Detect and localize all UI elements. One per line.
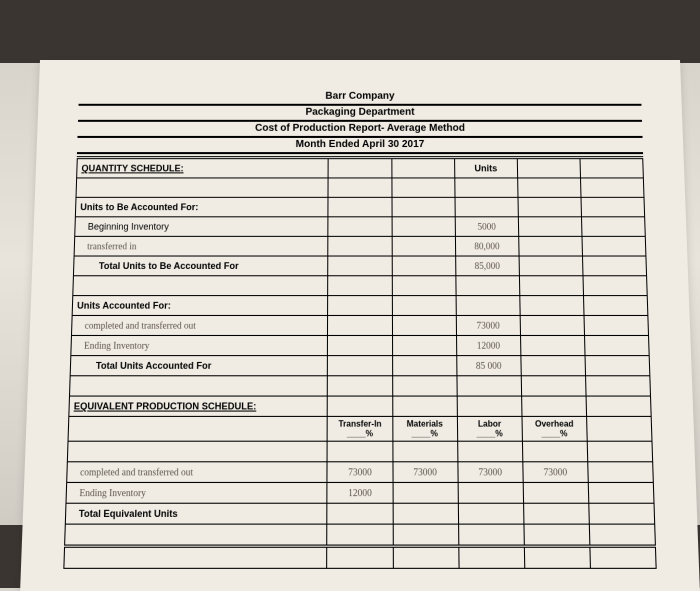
- report-header: Barr Company Packaging Department Cost o…: [77, 90, 643, 154]
- table-row: completed and transferred out 73000 7300…: [67, 462, 654, 483]
- table-row: Units Accounted For:: [72, 296, 648, 316]
- completed-out-label: completed and transferred out: [71, 315, 328, 335]
- equiv-row1-lab: 73000: [458, 462, 523, 483]
- units-accounted-head: Units Accounted For:: [72, 296, 328, 316]
- table-row: QUANTITY SCHEDULE: Units: [77, 158, 644, 178]
- table-row: Total Equivalent Units: [65, 503, 654, 524]
- equiv-row1-ti: 73000: [327, 462, 392, 483]
- total-equiv-label: Total Equivalent Units: [65, 503, 327, 524]
- table-row: [67, 441, 652, 462]
- ending-inv-label: Ending Inventory: [71, 335, 328, 355]
- equiv-row2-ti: 12000: [327, 482, 392, 503]
- table-row: Total Units Accounted For 85 000: [70, 356, 650, 376]
- completed-out-value: 73000: [456, 315, 520, 335]
- equiv-row2-mat: [393, 482, 458, 503]
- beginning-inventory-label: Beginning Inventory: [75, 217, 329, 237]
- col-overhead: Overhead____%: [522, 416, 587, 441]
- table-row: Beginning Inventory 5000: [75, 217, 646, 237]
- qty-schedule-title: QUANTITY SCHEDULE:: [77, 158, 329, 178]
- col-materials: Materials____%: [392, 416, 457, 441]
- department-name: Packaging Department: [78, 106, 642, 122]
- beginning-inventory-value: 5000: [455, 217, 519, 237]
- table-row: EQUIVALENT PRODUCTION SCHEDULE:: [69, 396, 651, 416]
- table-row: Total Units to Be Accounted For 85,000: [73, 256, 646, 276]
- transferred-in-label: transferred in: [74, 236, 328, 256]
- total-to-account-label: Total Units to Be Accounted For: [73, 256, 328, 276]
- company-name: Barr Company: [78, 90, 641, 106]
- period-line: Month Ended April 30 2017: [77, 138, 643, 154]
- table-row: Units to Be Accounted For:: [75, 197, 644, 216]
- units-column-header: Units: [454, 158, 517, 178]
- equiv-row2-oh: [523, 482, 589, 503]
- table-row: [65, 524, 656, 546]
- col-transfer-in: Transfer-In____%: [328, 416, 393, 441]
- table-row: Transfer-In____% Materials____% Labor___…: [68, 416, 652, 441]
- equiv-row1-oh: 73000: [523, 462, 589, 483]
- table-row: [73, 276, 647, 296]
- transferred-in-value: 80,000: [455, 236, 519, 256]
- worksheet-paper: Barr Company Packaging Department Cost o…: [20, 60, 700, 591]
- total-to-account-value: 85,000: [455, 256, 519, 276]
- equiv-row1-label: completed and transferred out: [67, 462, 328, 483]
- table-row: Ending Inventory 12000: [71, 335, 649, 355]
- production-table: QUANTITY SCHEDULE: Units Units to Be Acc…: [63, 156, 656, 569]
- ending-inv-value: 12000: [456, 335, 520, 355]
- total-accounted-value: 85 000: [456, 356, 521, 376]
- table-row: [76, 178, 644, 197]
- equiv-row2-lab: [458, 482, 524, 503]
- equiv-row1-mat: 73000: [393, 462, 458, 483]
- equiv-schedule-title: EQUIVALENT PRODUCTION SCHEDULE:: [69, 396, 328, 416]
- table-row: [69, 376, 650, 396]
- table-row: completed and transferred out 73000: [71, 315, 648, 335]
- table-row: transferred in 80,000: [74, 236, 646, 256]
- report-title: Cost of Production Report- Average Metho…: [77, 122, 642, 138]
- units-to-account-head: Units to Be Accounted For:: [75, 197, 328, 216]
- table-row: Ending Inventory 12000: [66, 482, 654, 503]
- table-row: [64, 546, 656, 568]
- equiv-row2-label: Ending Inventory: [66, 482, 327, 503]
- col-labor: Labor____%: [457, 416, 522, 441]
- total-accounted-label: Total Units Accounted For: [70, 356, 328, 376]
